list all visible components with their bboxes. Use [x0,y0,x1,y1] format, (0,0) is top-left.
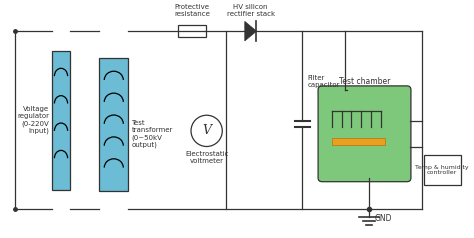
Text: HV silicon
rectifier stack: HV silicon rectifier stack [227,5,275,17]
Text: Voltage
regulator
(0-220V
Input): Voltage regulator (0-220V Input) [17,106,49,134]
Bar [178,25,206,37]
FancyBboxPatch shape [318,86,411,182]
Text: GND: GND [374,214,392,223]
Polygon shape [245,21,256,41]
Bar [99,58,128,191]
Bar [424,155,461,185]
Bar [52,51,70,189]
Text: Test chamber: Test chamber [339,77,390,86]
Text: Electrostatic
voltmeter: Electrostatic voltmeter [185,151,228,164]
Text: Test
transformer
(0~50kV
output): Test transformer (0~50kV output) [131,120,173,148]
Bar [332,138,384,144]
Text: Temp & humidity
controller: Temp & humidity controller [415,164,469,175]
Text: V: V [202,124,211,137]
Text: Protective
resistance: Protective resistance [174,5,210,17]
Text: Filter
capacitor: Filter capacitor [307,75,340,89]
Circle shape [191,115,222,147]
